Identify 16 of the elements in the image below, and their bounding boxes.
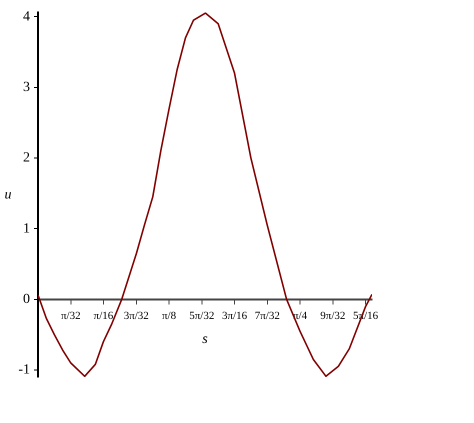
- x-axis-title: s: [202, 332, 208, 347]
- y-tick-label: 2: [23, 150, 30, 166]
- y-tick-label: -1: [18, 362, 30, 378]
- x-tick-label: π/16: [94, 310, 114, 322]
- x-tick-label: 3π/32: [124, 310, 149, 322]
- x-tick-label: π/32: [60, 310, 81, 322]
- y-tick-label: 3: [23, 80, 30, 95]
- x-tick-label: 9π/32: [320, 310, 346, 322]
- y-tick-label: 4: [23, 9, 30, 24]
- x-tick-label: 5π/32: [189, 310, 214, 322]
- y-tick-label: 1: [23, 221, 30, 236]
- x-tick-label: 3π/16: [222, 310, 248, 322]
- y-axis-title: u: [4, 187, 12, 202]
- x-tick-label: π/8: [162, 310, 177, 322]
- y-tick-label: 0: [23, 292, 30, 307]
- x-tick-label: 7π/32: [254, 310, 280, 322]
